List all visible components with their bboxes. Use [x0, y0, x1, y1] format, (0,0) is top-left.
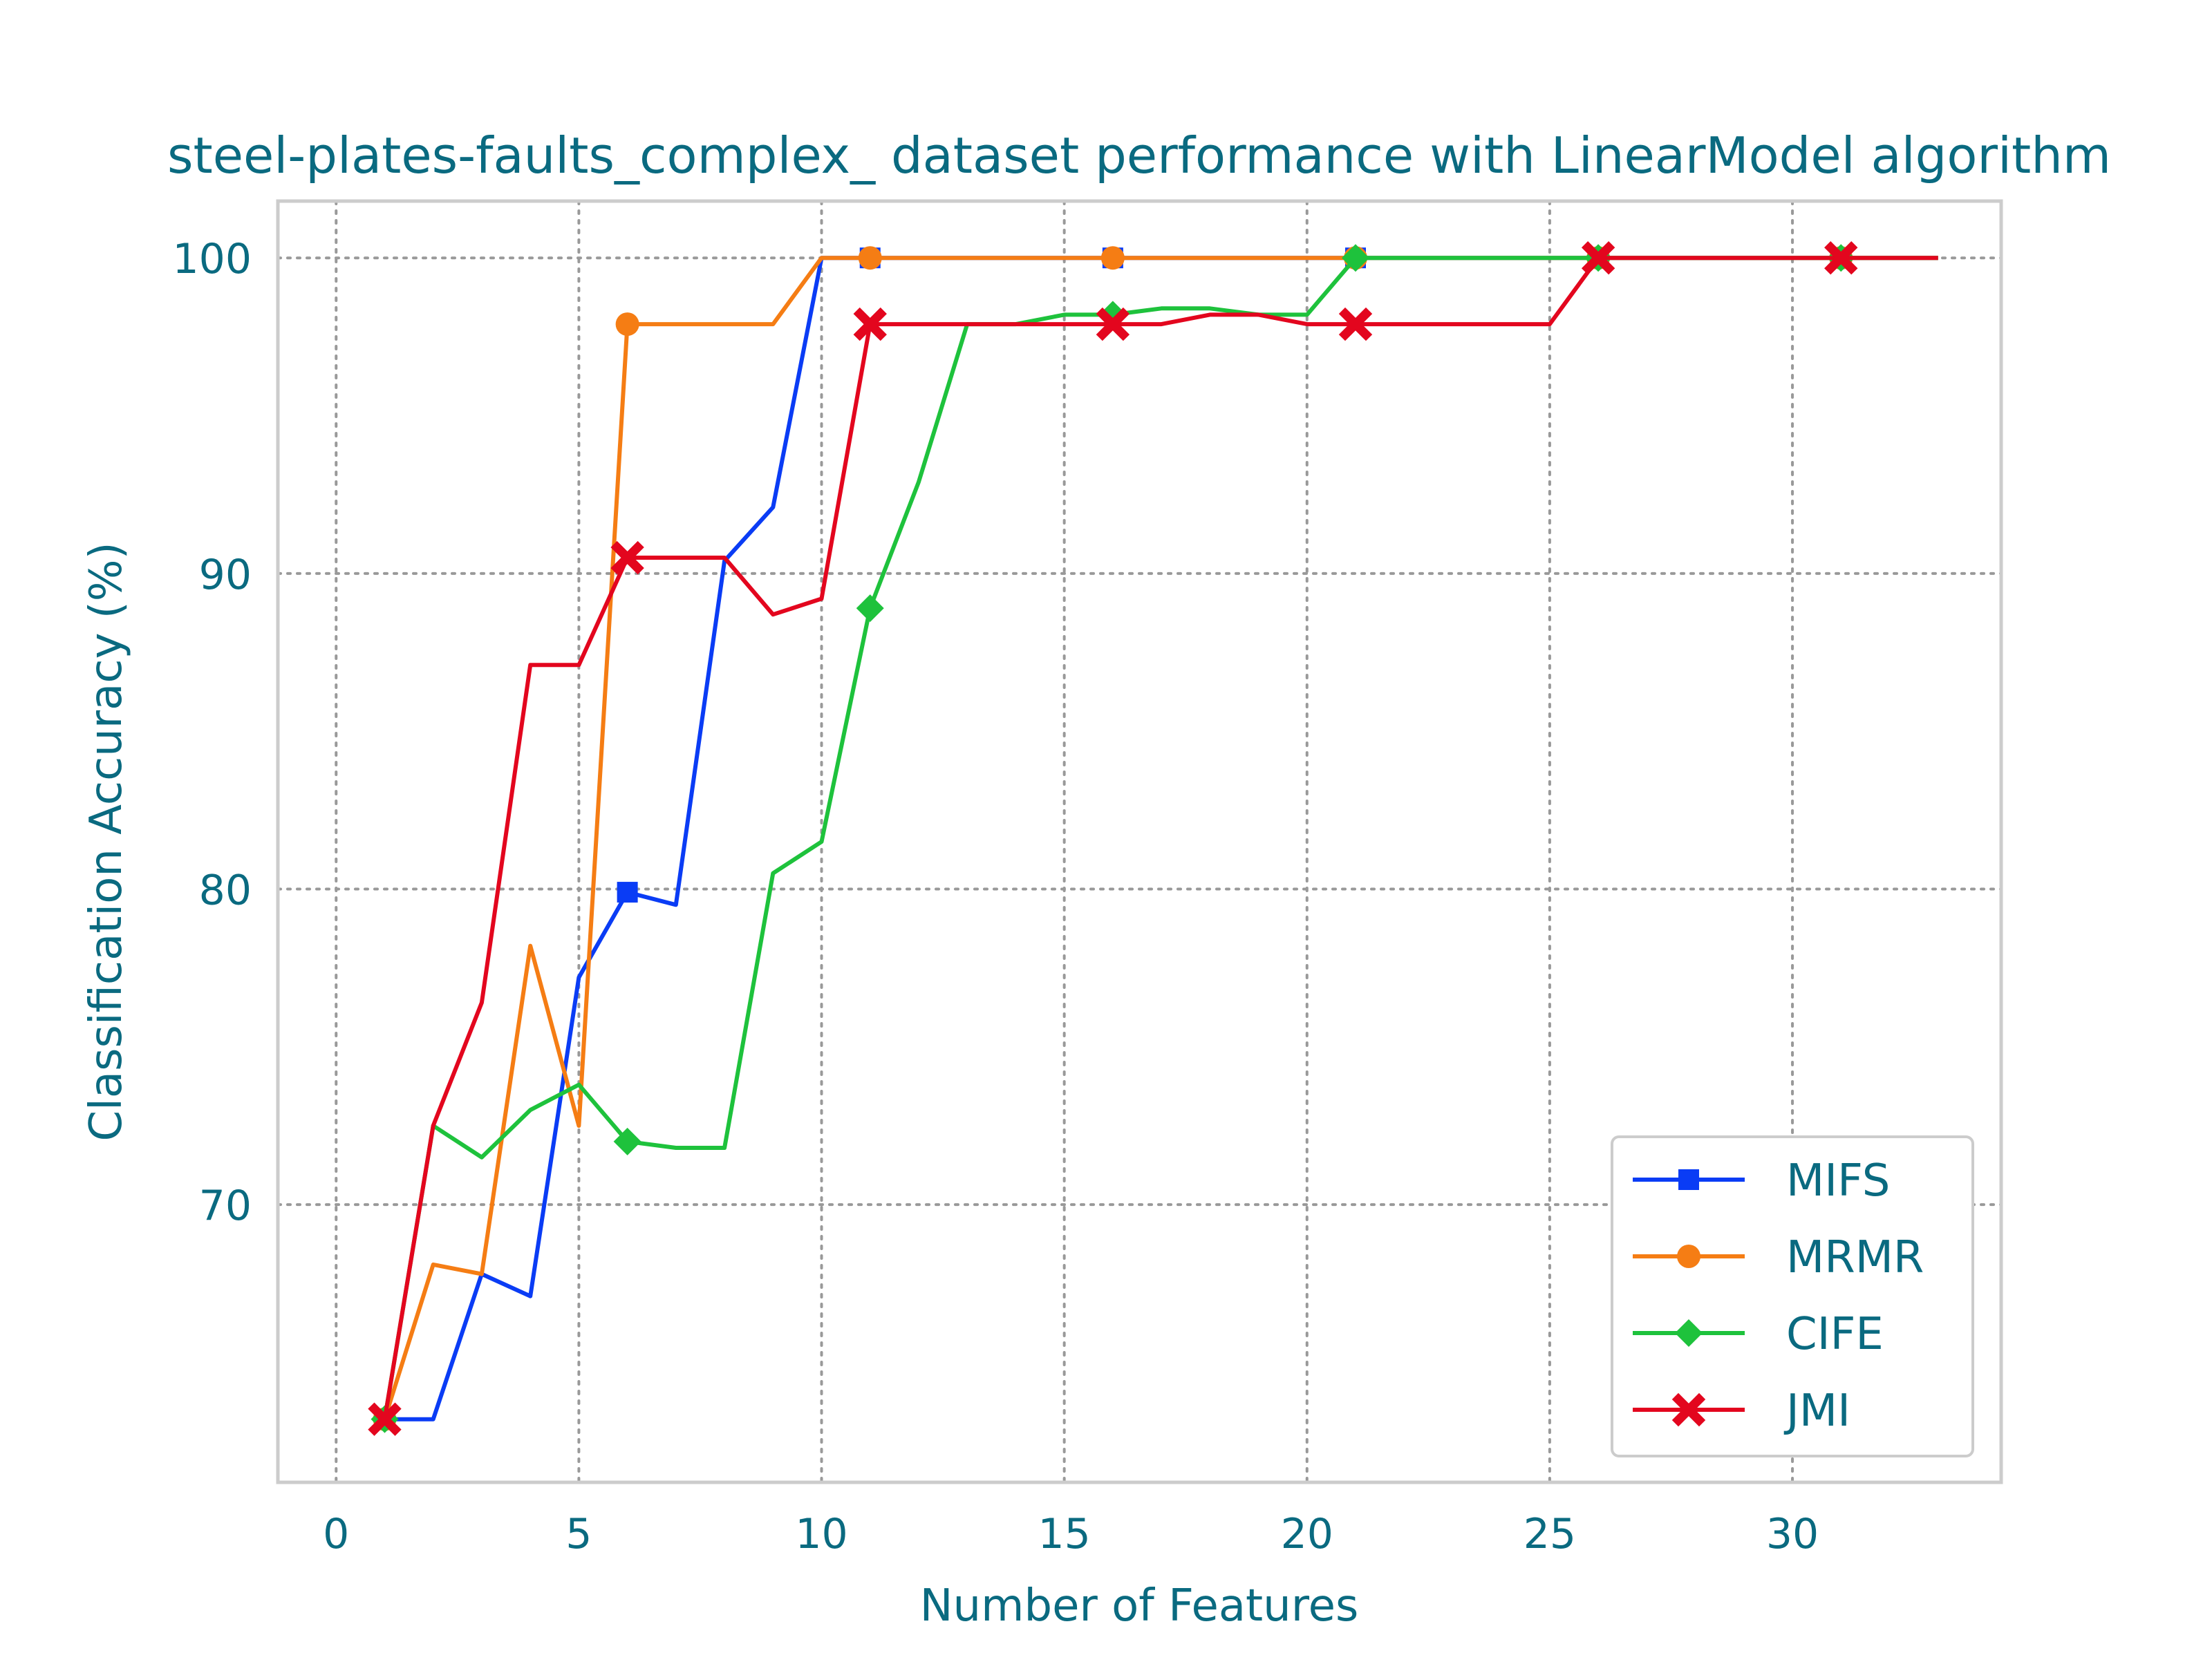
data-point-jmi: [1338, 307, 1373, 341]
y-tick-label: 80: [199, 866, 252, 914]
data-point-mrmr: [615, 312, 639, 337]
chart-title: steel-plates-faults_complex_ dataset per…: [167, 126, 2111, 185]
data-point-mifs: [617, 882, 638, 903]
x-tick-label: 20: [1281, 1510, 1333, 1558]
data-point-jmi: [1096, 307, 1130, 341]
data-point-cife: [613, 1127, 641, 1155]
x-axis-label: Number of Features: [920, 1580, 1359, 1632]
y-tick-label: 70: [199, 1182, 252, 1230]
x-tick-label: 5: [565, 1510, 592, 1558]
legend-label-jmi: JMI: [1783, 1386, 1850, 1437]
legend-item-mifs: MIFS: [1633, 1155, 1890, 1207]
legend-marker-cife: [1675, 1319, 1703, 1347]
y-tick-label: 100: [172, 235, 252, 283]
data-point-cife: [856, 594, 884, 623]
data-point-mrmr: [1100, 246, 1125, 270]
legend-marker-mrmr: [1677, 1245, 1700, 1268]
x-tick-label: 25: [1524, 1510, 1576, 1558]
data-point-jmi: [853, 307, 887, 341]
legend-label-mrmr: MRMR: [1786, 1232, 1924, 1283]
legend-label-cife: CIFE: [1786, 1309, 1884, 1360]
data-point-jmi: [610, 540, 644, 575]
series: [368, 241, 1938, 1436]
legend-label-mifs: MIFS: [1786, 1155, 1890, 1207]
series-line-jmi: [382, 256, 1938, 1420]
series-jmi: [368, 241, 1938, 1436]
x-tick-label: 30: [1766, 1510, 1819, 1558]
data-point-jmi: [1824, 241, 1858, 275]
data-point-cife: [1342, 244, 1370, 272]
legend: MIFS MRMR CIFE JMI: [1611, 1135, 1974, 1457]
x-tick-label: 15: [1038, 1510, 1090, 1558]
y-tick-label: 90: [199, 551, 252, 599]
x-tick-label: 0: [323, 1510, 349, 1558]
legend-item-jmi: JMI: [1633, 1386, 1850, 1437]
legend-marker-jmi: [1671, 1392, 1706, 1427]
legend-box: [1611, 1135, 1974, 1457]
plot-frame: [276, 199, 2003, 1484]
legend-item-mrmr: MRMR: [1633, 1232, 1924, 1283]
x-tick-label: 10: [795, 1510, 847, 1558]
data-point-jmi: [368, 1402, 402, 1436]
y-axis-label: Classification Accuracy (%): [81, 542, 132, 1141]
tick-labels: 0 5 10 15 20 25 30 70 80 90 100: [172, 235, 1819, 1558]
data-point-jmi: [1581, 241, 1615, 275]
data-point-mrmr: [858, 246, 882, 270]
legend-item-cife: CIFE: [1633, 1309, 1884, 1360]
legend-marker-mifs: [1678, 1169, 1699, 1190]
